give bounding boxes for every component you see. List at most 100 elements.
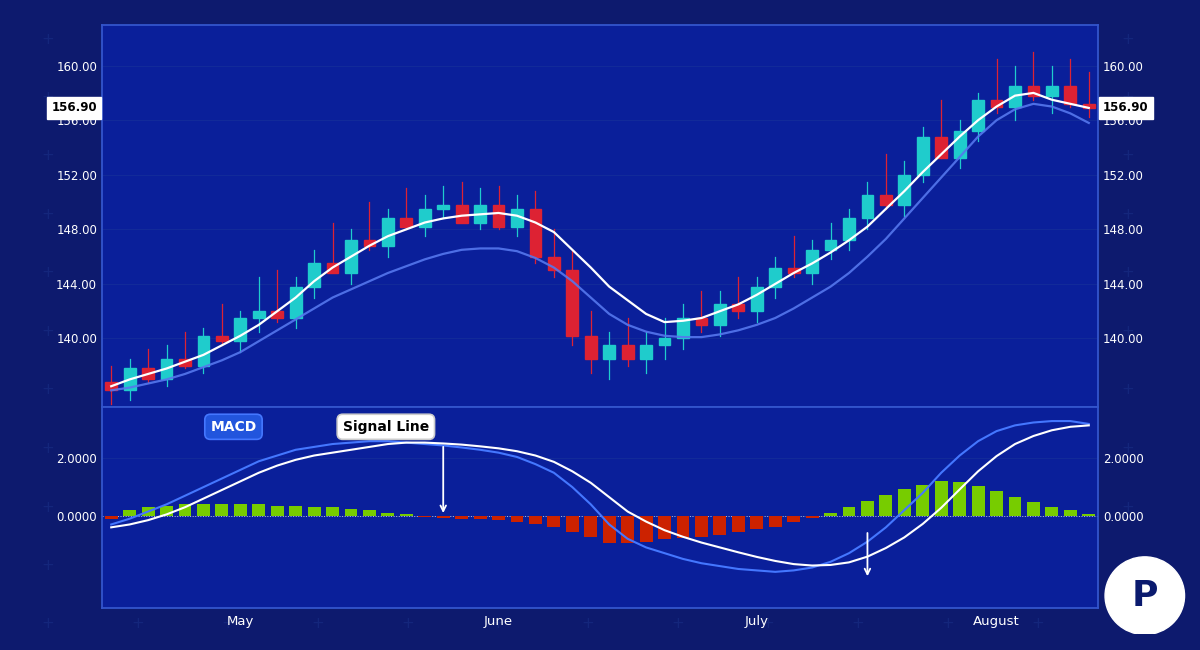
Text: +: + — [312, 265, 324, 281]
Text: +: + — [852, 441, 864, 456]
Text: +: + — [762, 558, 774, 573]
Text: +: + — [582, 31, 594, 47]
Bar — [584, 336, 596, 359]
Text: +: + — [1122, 90, 1134, 105]
Text: +: + — [132, 148, 144, 164]
Text: +: + — [132, 382, 144, 398]
Text: +: + — [582, 499, 594, 515]
Bar — [842, 506, 856, 516]
Bar — [640, 516, 653, 541]
Bar — [382, 513, 395, 516]
Text: +: + — [312, 31, 324, 47]
Text: +: + — [672, 148, 684, 164]
Bar — [326, 263, 338, 273]
Bar — [510, 516, 523, 521]
Text: +: + — [492, 616, 504, 632]
Text: +: + — [672, 558, 684, 573]
Bar — [216, 504, 228, 516]
Text: +: + — [582, 148, 594, 164]
Text: +: + — [582, 207, 594, 222]
Text: +: + — [672, 90, 684, 105]
Text: +: + — [672, 382, 684, 398]
Bar — [953, 482, 966, 516]
Bar — [714, 304, 726, 325]
Text: +: + — [312, 441, 324, 456]
Text: +: + — [1122, 616, 1134, 632]
Text: MACD: MACD — [210, 420, 257, 434]
Text: +: + — [852, 207, 864, 222]
Text: +: + — [762, 382, 774, 398]
Bar — [124, 510, 136, 516]
Text: +: + — [492, 148, 504, 164]
Bar — [1027, 502, 1040, 516]
Text: +: + — [42, 382, 54, 398]
Text: +: + — [582, 265, 594, 281]
Bar — [695, 516, 708, 536]
Text: +: + — [1122, 499, 1134, 515]
Bar — [198, 336, 209, 366]
Text: +: + — [1032, 616, 1044, 632]
Bar — [787, 268, 799, 273]
Text: +: + — [312, 324, 324, 339]
Text: +: + — [312, 90, 324, 105]
Bar — [714, 516, 726, 534]
Bar — [844, 218, 854, 240]
Text: +: + — [42, 499, 54, 515]
Text: +: + — [1032, 382, 1044, 398]
Text: +: + — [942, 148, 954, 164]
Text: +: + — [762, 31, 774, 47]
Bar — [584, 516, 598, 538]
Text: +: + — [942, 616, 954, 632]
Text: +: + — [672, 616, 684, 632]
Text: +: + — [492, 499, 504, 515]
Text: +: + — [1032, 441, 1044, 456]
Text: +: + — [492, 90, 504, 105]
Text: +: + — [42, 90, 54, 105]
Text: +: + — [1122, 324, 1134, 339]
Text: +: + — [42, 148, 54, 164]
Bar — [252, 504, 265, 516]
Bar — [437, 205, 449, 209]
Bar — [732, 304, 744, 311]
Text: +: + — [1032, 499, 1044, 515]
Text: +: + — [132, 265, 144, 281]
Bar — [161, 359, 173, 380]
Text: +: + — [852, 31, 864, 47]
Bar — [1046, 86, 1057, 96]
Text: +: + — [222, 148, 234, 164]
Text: +: + — [132, 207, 144, 222]
Bar — [696, 318, 707, 325]
Text: +: + — [402, 148, 414, 164]
Text: +: + — [672, 499, 684, 515]
Bar — [104, 516, 118, 519]
Text: +: + — [942, 265, 954, 281]
Bar — [880, 495, 893, 516]
Text: +: + — [402, 441, 414, 456]
Bar — [659, 339, 671, 345]
Text: +: + — [132, 90, 144, 105]
Text: +: + — [222, 324, 234, 339]
Text: +: + — [492, 207, 504, 222]
Bar — [142, 507, 155, 516]
Text: +: + — [852, 499, 864, 515]
Text: +: + — [1032, 31, 1044, 47]
Bar — [437, 516, 450, 518]
Bar — [493, 205, 504, 227]
Bar — [362, 510, 376, 516]
Bar — [677, 516, 690, 538]
Text: +: + — [762, 148, 774, 164]
Text: +: + — [852, 382, 864, 398]
Text: +: + — [492, 265, 504, 281]
Text: +: + — [132, 441, 144, 456]
Bar — [860, 501, 874, 516]
Text: P: P — [1132, 578, 1158, 613]
Text: +: + — [402, 499, 414, 515]
Text: +: + — [402, 324, 414, 339]
Text: +: + — [312, 382, 324, 398]
Text: +: + — [402, 207, 414, 222]
Bar — [289, 506, 302, 516]
Bar — [604, 345, 616, 359]
Text: +: + — [582, 90, 594, 105]
Bar — [935, 136, 947, 159]
Bar — [972, 486, 984, 516]
